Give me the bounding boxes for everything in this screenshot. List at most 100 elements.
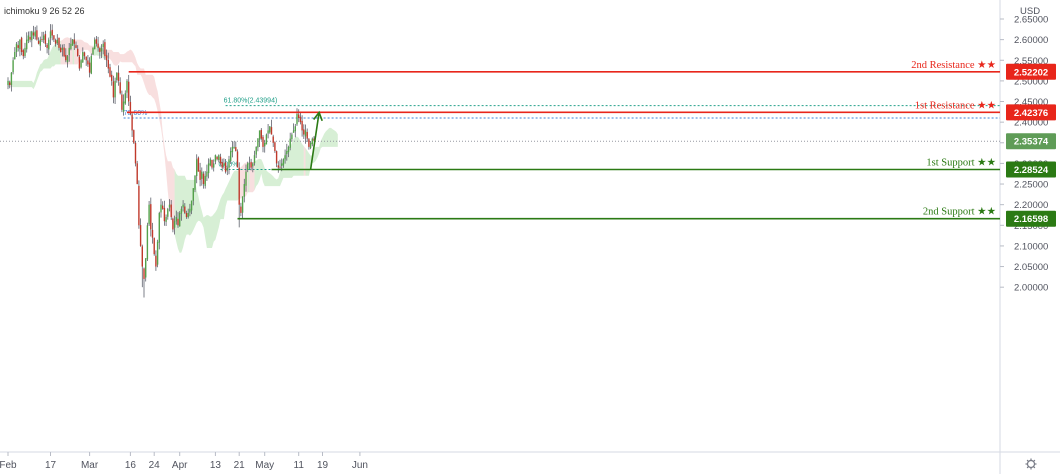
candle-body — [252, 163, 254, 167]
cloud-segment — [305, 127, 338, 176]
candle-body — [196, 159, 198, 177]
candle-body — [49, 31, 52, 39]
candle-body — [117, 72, 120, 81]
candle-body — [85, 56, 87, 61]
candle-body — [145, 258, 147, 278]
candle-body — [51, 29, 53, 36]
y-tick-label: 2.60000 — [1014, 35, 1048, 46]
candle-body — [75, 45, 77, 48]
candle-body — [162, 205, 164, 209]
candle-body — [66, 56, 69, 63]
candle-body — [95, 39, 98, 44]
candle-body — [141, 246, 143, 267]
candle-body — [257, 138, 259, 148]
candle-body — [238, 167, 240, 205]
indicator-label: ichimoku 9 26 52 26 — [4, 6, 85, 16]
candle-body — [160, 204, 162, 213]
candle-body — [284, 155, 286, 160]
candle-body — [219, 156, 222, 164]
candle-body — [224, 162, 227, 172]
cloud-segment — [303, 146, 306, 176]
candle-body — [114, 80, 116, 98]
settings-gear-icon — [1025, 458, 1037, 470]
candle-body — [269, 126, 271, 133]
candle-body — [311, 138, 313, 145]
candle-body — [97, 43, 99, 48]
candle-body — [100, 47, 103, 52]
candle-body — [99, 48, 101, 53]
candle-body — [129, 101, 132, 114]
arrow-head — [313, 110, 323, 122]
candle-body — [73, 39, 75, 44]
x-tick-label: Feb — [0, 460, 17, 471]
candle-body — [255, 146, 257, 155]
y-tick-label: 2.25000 — [1014, 180, 1048, 191]
candle-body — [133, 130, 135, 143]
candle-body — [221, 162, 223, 168]
candle-body — [80, 60, 82, 68]
price-badge — [1006, 161, 1056, 178]
candle-body — [250, 161, 252, 168]
candle-body — [213, 163, 215, 168]
candle-body — [88, 62, 91, 73]
target-arrow — [309, 110, 323, 170]
candle-body — [294, 126, 296, 132]
candle-body — [153, 238, 155, 255]
cloud-segment — [254, 136, 304, 191]
candle-body — [32, 32, 35, 36]
candle-body — [20, 37, 23, 53]
candle-body — [243, 184, 245, 197]
candle-body — [182, 204, 184, 208]
candle-body — [61, 47, 64, 50]
candle-body — [185, 212, 188, 218]
x-tick-label: 24 — [149, 460, 161, 471]
level-name: 1st Support ★★ — [926, 157, 996, 168]
candle-body — [274, 142, 276, 152]
candle-body — [112, 81, 115, 98]
support-resistance-levels: 2nd Resistance ★★ 2.52202 1st Resistance ★… — [127, 60, 1056, 227]
candle-body — [201, 171, 203, 179]
candle-body — [65, 54, 67, 61]
y-tick-label: 2.10000 — [1014, 241, 1048, 252]
y-tick-label: 2.20000 — [1014, 200, 1048, 211]
candle-body — [126, 80, 128, 93]
candle-body — [9, 82, 11, 86]
candle-body — [155, 255, 157, 267]
candle-body — [236, 151, 239, 168]
candle-body — [109, 67, 111, 77]
fib-label: 61.80%(2.43994) — [224, 98, 278, 105]
candle-body — [291, 134, 293, 140]
candle-body — [197, 157, 200, 172]
candle-body — [172, 218, 174, 230]
candle-body — [275, 151, 278, 164]
candle-body — [245, 171, 247, 186]
candle-body — [218, 155, 220, 160]
x-tick-label: Apr — [172, 460, 188, 471]
candle-body — [190, 200, 193, 211]
candle-body — [124, 93, 126, 104]
y-tick-label: 2.05000 — [1014, 262, 1048, 273]
candle-body — [31, 31, 33, 41]
candle-body — [192, 188, 194, 201]
cloud-segment — [249, 161, 255, 193]
candle-body — [262, 136, 264, 147]
candle-body — [292, 130, 295, 133]
candle-body — [281, 163, 283, 166]
candle-body — [19, 39, 21, 50]
candle-body — [267, 130, 269, 134]
candle-body — [128, 81, 130, 102]
fib-label: 78.60% — [124, 110, 148, 117]
candle-body — [253, 155, 256, 164]
candle-body — [189, 208, 191, 213]
candle-body — [60, 47, 62, 53]
candle-body — [209, 159, 211, 166]
candle-body — [131, 114, 133, 131]
candle-body — [287, 146, 290, 153]
candle-body — [265, 134, 268, 145]
price-badge-label: 2.42376 — [1014, 108, 1048, 119]
candle-body — [39, 39, 41, 46]
candle-body — [233, 146, 235, 149]
